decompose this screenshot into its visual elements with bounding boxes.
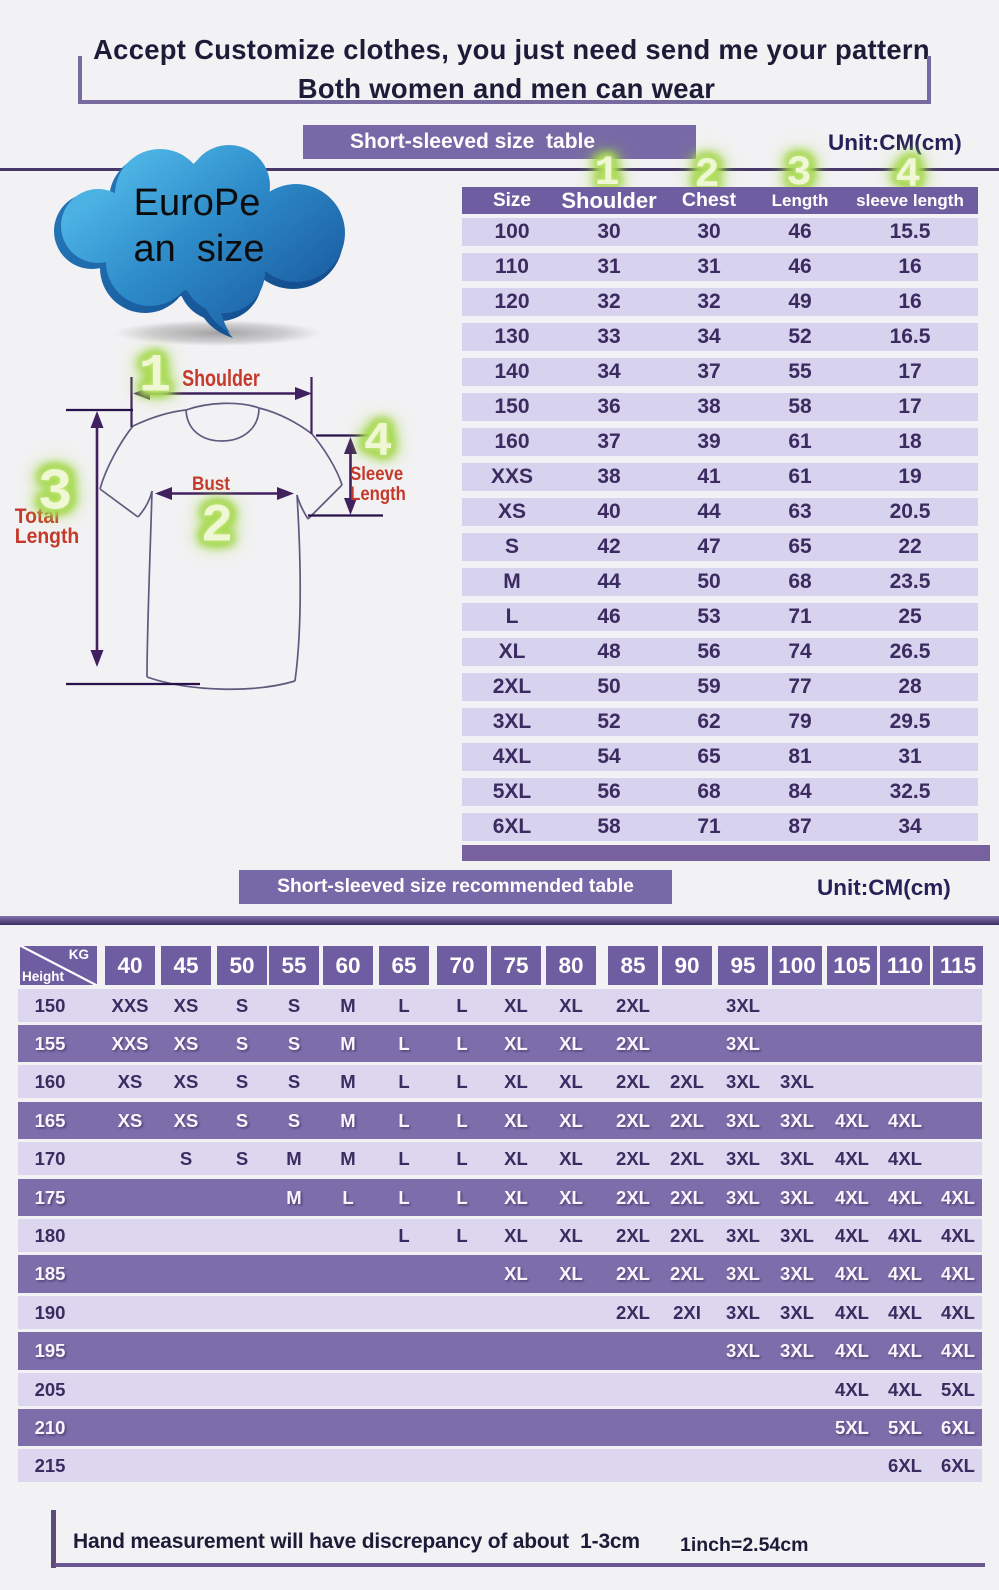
svg-text:an size: an size	[134, 228, 265, 270]
svg-text:EuroPe: EuroPe	[134, 182, 261, 224]
